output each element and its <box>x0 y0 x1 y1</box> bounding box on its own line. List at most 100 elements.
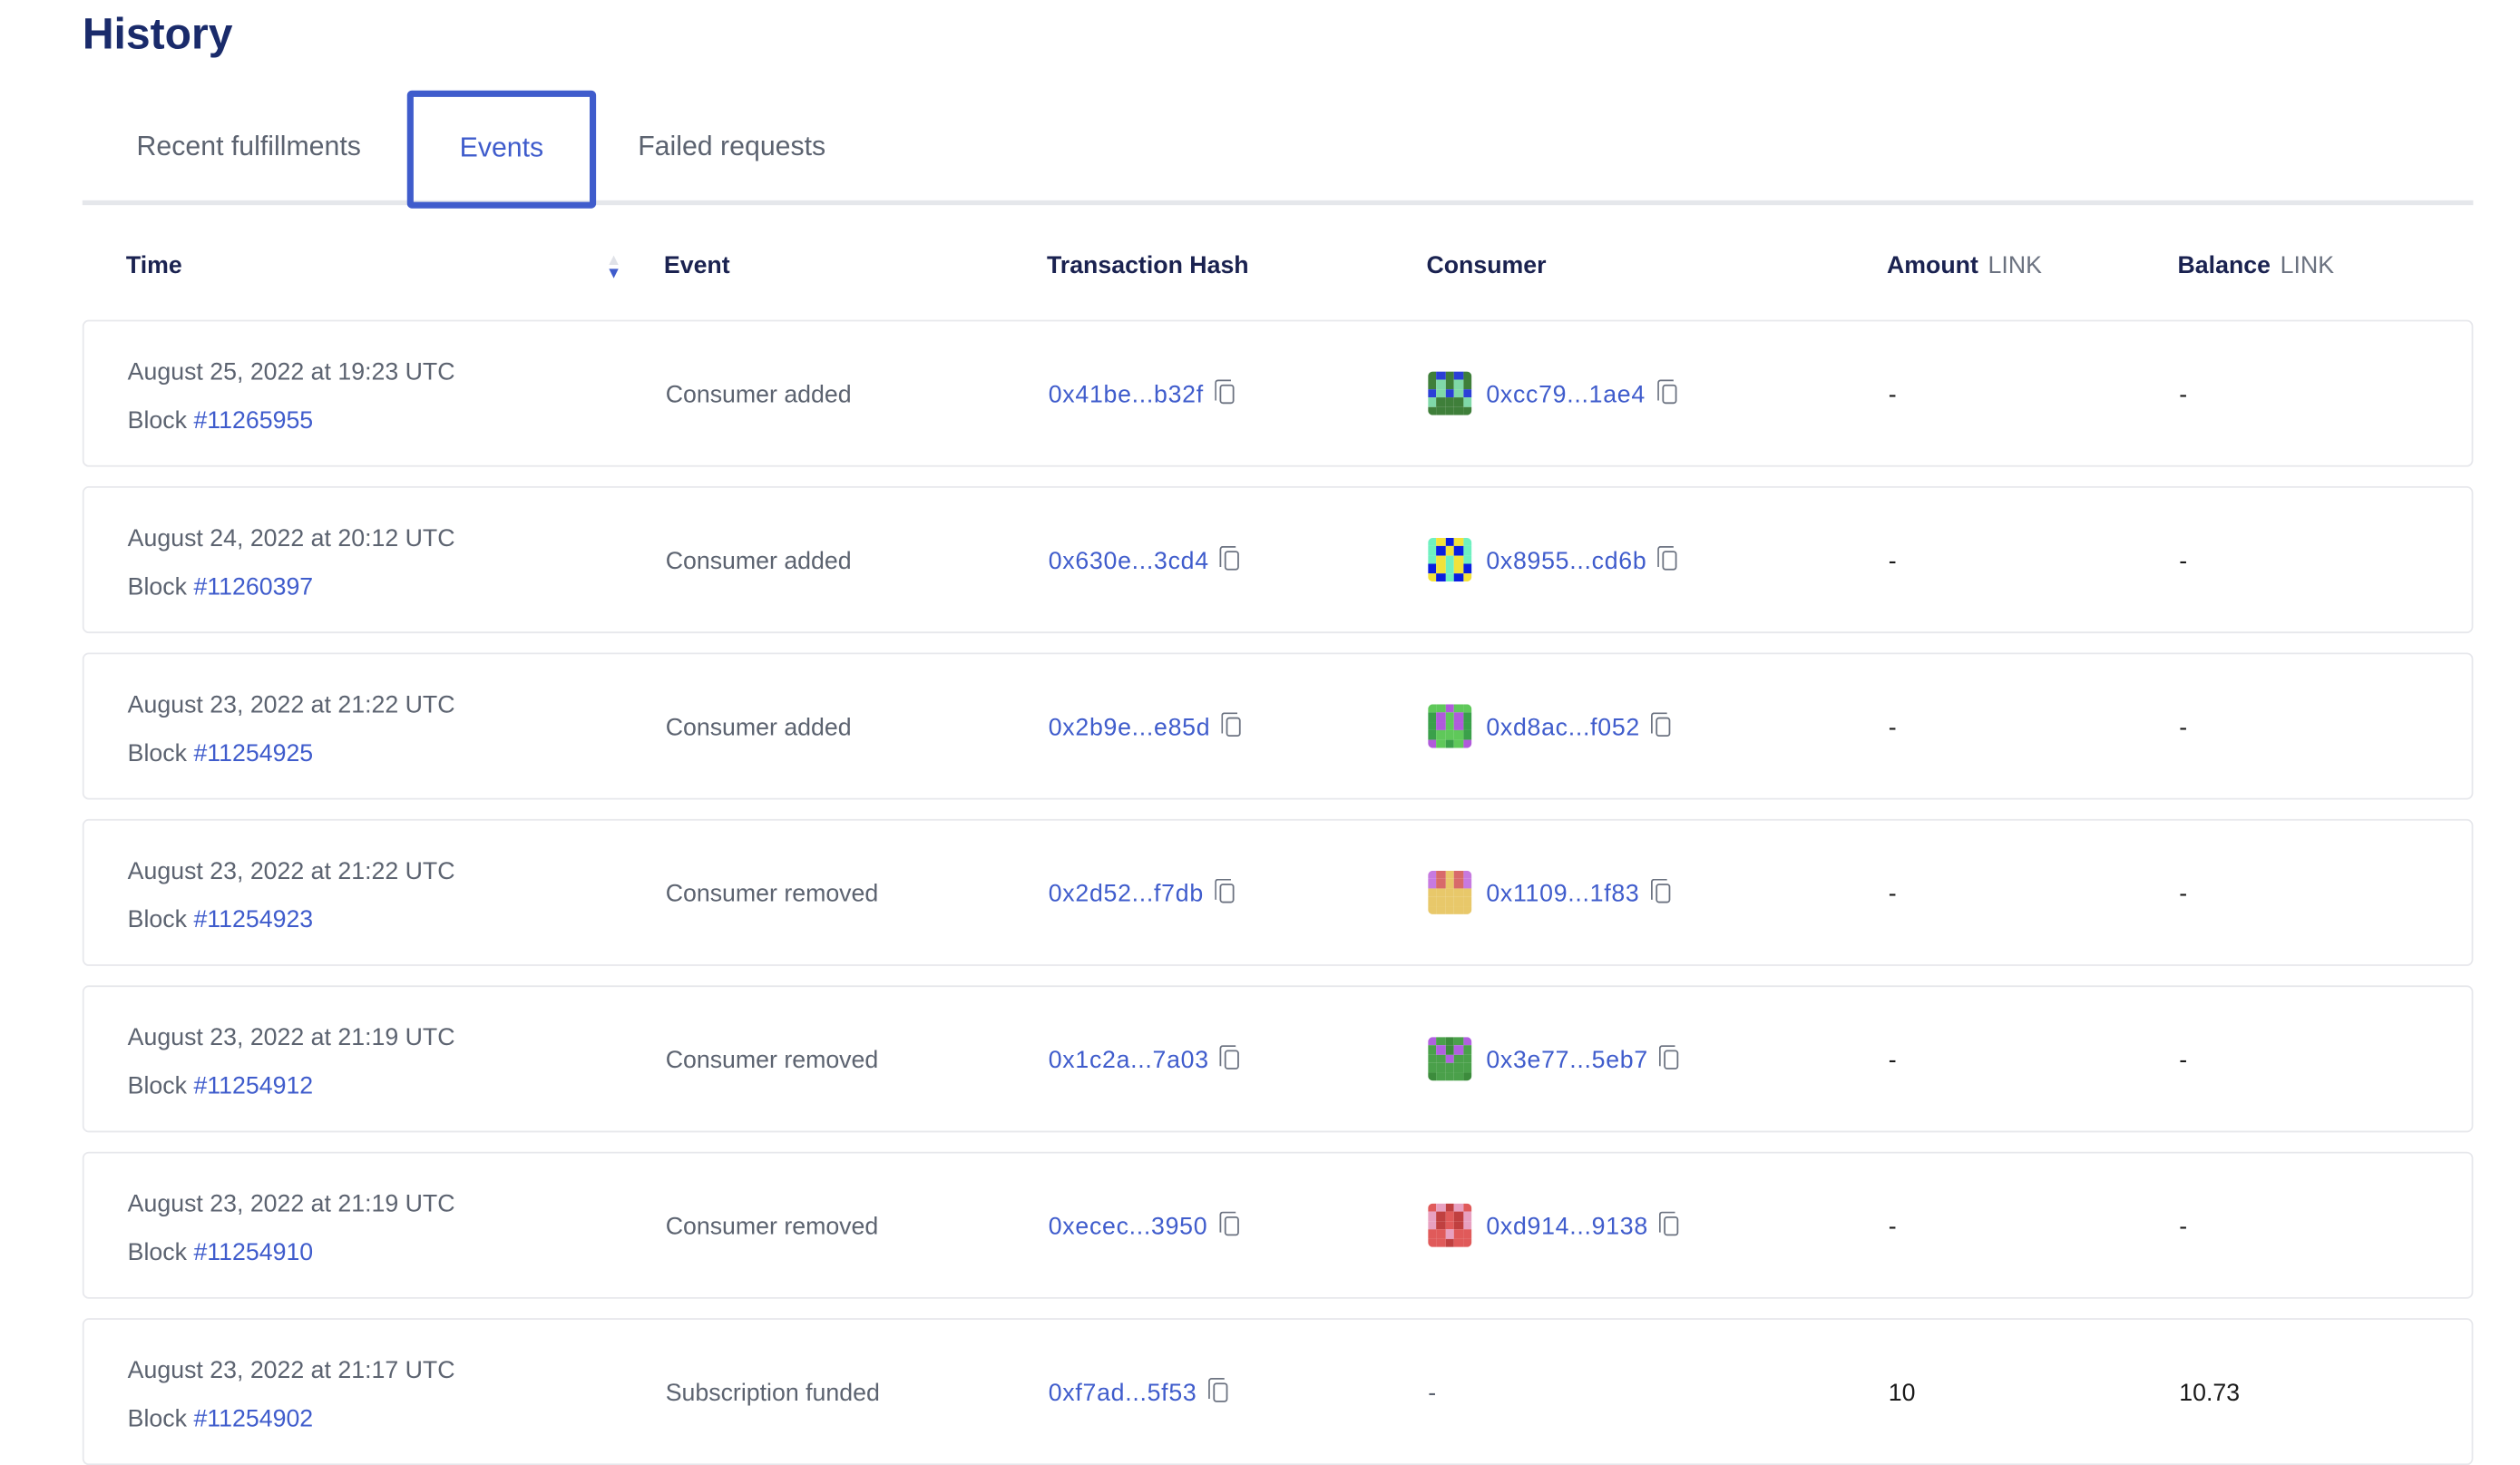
block-link[interactable]: #11254925 <box>193 739 314 767</box>
event-time: August 23, 2022 at 21:22 UTC <box>127 691 455 719</box>
header-balance: Balance LINK <box>2178 252 2335 279</box>
amount-value: - <box>1888 1213 1897 1241</box>
copy-icon[interactable] <box>1656 379 1676 405</box>
balance-value: - <box>2179 714 2188 742</box>
transaction-hash: 0x2d52...f7db <box>1048 878 1235 908</box>
transaction-hash-link[interactable]: 0x2d52...f7db <box>1048 880 1204 908</box>
event-type: Consumer removed <box>665 1046 879 1075</box>
consumer-address: 0x3e77...5eb7 <box>1486 1045 1679 1075</box>
amount-value: - <box>1888 880 1897 908</box>
event-type: Subscription funded <box>665 1379 880 1408</box>
amount-value: 10 <box>1888 1379 1916 1408</box>
block-label: Block <box>127 573 188 601</box>
block-link[interactable]: #11254910 <box>193 1238 314 1267</box>
consumer-link[interactable]: 0xd914...9138 <box>1486 1213 1648 1241</box>
event-type: Consumer removed <box>665 880 879 908</box>
balance-value: - <box>2179 547 2188 575</box>
copy-icon[interactable] <box>1659 1211 1679 1236</box>
balance-value: - <box>2179 880 2188 908</box>
consumer-avatar <box>1428 1203 1472 1247</box>
block-link[interactable]: #11254902 <box>193 1405 314 1433</box>
tab-failed-requests[interactable]: Failed requests <box>638 131 826 162</box>
event-time: August 23, 2022 at 21:19 UTC <box>127 1024 455 1052</box>
event-time: August 23, 2022 at 21:17 UTC <box>127 1356 455 1385</box>
consumer-address: 0xd8ac...f052 <box>1486 712 1671 742</box>
transaction-hash: 0xecec...3950 <box>1048 1211 1239 1241</box>
table-row: August 23, 2022 at 21:22 UTC Block #1125… <box>82 652 2474 800</box>
consumer-avatar <box>1428 704 1472 748</box>
copy-icon[interactable] <box>1220 1045 1240 1069</box>
copy-icon[interactable] <box>1221 712 1242 737</box>
consumer-address: 0x1109...1f83 <box>1486 878 1671 908</box>
event-time: August 24, 2022 at 20:12 UTC <box>127 524 455 553</box>
copy-icon[interactable] <box>1657 545 1678 571</box>
transaction-hash-link[interactable]: 0xecec...3950 <box>1048 1213 1208 1241</box>
transaction-hash: 0x2b9e...e85d <box>1048 712 1242 742</box>
balance-value: 10.73 <box>2179 1379 2241 1408</box>
sort-descending-icon[interactable]: ▲ ▼ <box>605 251 622 283</box>
table-row: August 24, 2022 at 20:12 UTC Block #1126… <box>82 486 2474 634</box>
header-time[interactable]: Time <box>125 251 182 280</box>
tab-bar: Recent fulfillments Events Failed reques… <box>82 90 2474 209</box>
table-row: August 23, 2022 at 21:19 UTC Block #1125… <box>82 1151 2474 1299</box>
consumer-link[interactable]: 0xcc79...1ae4 <box>1486 381 1646 409</box>
transaction-hash: 0x1c2a...7a03 <box>1048 1045 1240 1075</box>
copy-icon[interactable] <box>1207 1378 1228 1402</box>
event-time: August 23, 2022 at 21:22 UTC <box>127 857 455 885</box>
table-row: August 23, 2022 at 21:19 UTC Block #1125… <box>82 985 2474 1133</box>
event-time: August 25, 2022 at 19:23 UTC <box>127 358 455 386</box>
balance-value: - <box>2179 1046 2188 1075</box>
amount-value: - <box>1888 381 1897 409</box>
event-type: Consumer added <box>665 547 852 575</box>
copy-icon[interactable] <box>1651 712 1671 737</box>
block-link[interactable]: #11260397 <box>193 573 314 601</box>
amount-unit: LINK <box>1988 251 2042 280</box>
consumer-address: 0x8955...cd6b <box>1486 545 1678 575</box>
consumer-link[interactable]: 0xd8ac...f052 <box>1486 714 1641 742</box>
transaction-hash-link[interactable]: 0x2b9e...e85d <box>1048 714 1211 742</box>
block-info: Block #11265955 <box>128 407 313 435</box>
header-transaction-hash: Transaction Hash <box>1046 251 1249 280</box>
block-info: Block #11254910 <box>128 1239 313 1266</box>
header-consumer: Consumer <box>1426 251 1547 280</box>
consumer-address: - <box>1428 1379 1437 1408</box>
transaction-hash: 0x630e...3cd4 <box>1048 545 1240 575</box>
block-link[interactable]: #11254912 <box>193 1072 314 1100</box>
balance-value: - <box>2179 381 2188 409</box>
transaction-hash-link[interactable]: 0x1c2a...7a03 <box>1048 1046 1209 1075</box>
copy-icon[interactable] <box>1659 1045 1679 1069</box>
tab-recent-fulfillments[interactable]: Recent fulfillments <box>136 131 361 162</box>
consumer-avatar <box>1428 371 1472 415</box>
copy-icon[interactable] <box>1220 545 1240 571</box>
amount-value: - <box>1888 1046 1897 1075</box>
consumer-link[interactable]: 0x8955...cd6b <box>1486 547 1647 575</box>
consumer-link[interactable]: 0x1109...1f83 <box>1486 880 1640 908</box>
transaction-hash-link[interactable]: 0x41be...b32f <box>1048 381 1204 409</box>
block-link[interactable]: #11265955 <box>193 406 314 435</box>
balance-unit: LINK <box>2280 251 2335 280</box>
copy-icon[interactable] <box>1218 1211 1239 1236</box>
block-label: Block <box>127 1238 188 1267</box>
transaction-hash: 0xf7ad...5f53 <box>1048 1378 1228 1408</box>
tab-events[interactable]: Events <box>406 90 597 209</box>
header-amount-label: Amount <box>1886 251 1978 280</box>
block-link[interactable]: #11254923 <box>193 906 314 934</box>
consumer-link[interactable]: 0x3e77...5eb7 <box>1486 1046 1648 1075</box>
transaction-hash: 0x41be...b32f <box>1048 379 1235 409</box>
transaction-hash-link[interactable]: 0x630e...3cd4 <box>1048 547 1209 575</box>
transaction-hash-link[interactable]: 0xf7ad...5f53 <box>1048 1379 1197 1408</box>
consumer-address: 0xcc79...1ae4 <box>1486 379 1676 409</box>
consumer-avatar <box>1428 870 1472 914</box>
block-label: Block <box>127 1072 188 1100</box>
page-title: History <box>82 9 233 59</box>
copy-icon[interactable] <box>1215 878 1235 903</box>
consumer-avatar <box>1428 1037 1472 1081</box>
block-label: Block <box>127 906 188 934</box>
block-label: Block <box>127 739 188 767</box>
copy-icon[interactable] <box>1215 379 1235 405</box>
event-type: Consumer removed <box>665 1213 879 1241</box>
table-row: August 23, 2022 at 21:22 UTC Block #1125… <box>82 818 2474 966</box>
amount-value: - <box>1888 547 1897 575</box>
balance-value: - <box>2179 1213 2188 1241</box>
copy-icon[interactable] <box>1650 878 1671 903</box>
